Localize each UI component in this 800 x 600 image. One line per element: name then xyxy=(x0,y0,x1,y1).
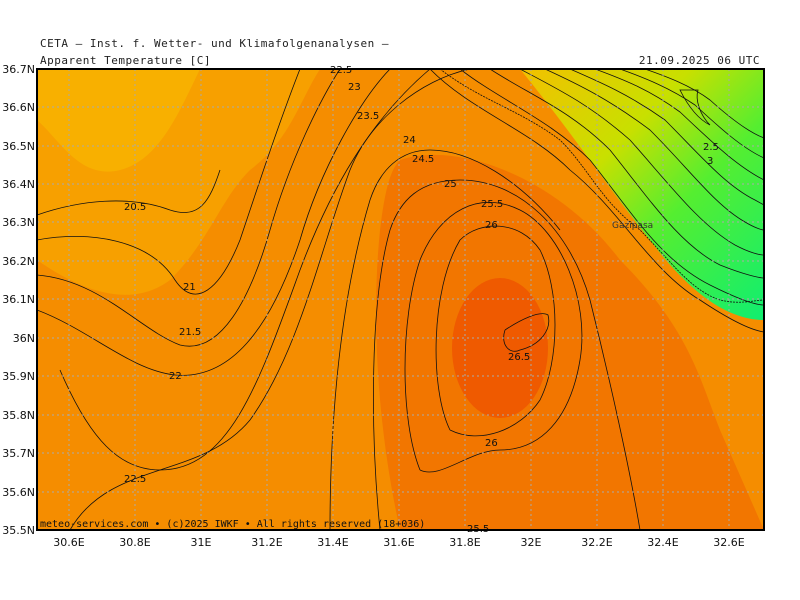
x-tick-label: 30.6E xyxy=(53,536,84,549)
x-tick-label: 32.2E xyxy=(581,536,612,549)
x-tick-label: 31.4E xyxy=(317,536,348,549)
x-tick-label: 31.8E xyxy=(449,536,480,549)
y-tick-label: 35.9N xyxy=(2,370,35,383)
contour-label: 22 xyxy=(169,371,182,382)
place-label-gazipasa: Gazipasa xyxy=(612,221,653,231)
map-frame xyxy=(36,68,765,531)
header-variable: Apparent Temperature [C] xyxy=(40,54,211,67)
y-tick-label: 35.6N xyxy=(2,486,35,499)
contour-label: 23 xyxy=(348,82,361,93)
contour-label: 25.5 xyxy=(481,199,503,210)
grid-lines xyxy=(37,69,764,530)
x-tick-label: 32.6E xyxy=(713,536,744,549)
y-tick-label: 36.3N xyxy=(2,216,35,229)
y-tick-label: 36.6N xyxy=(2,101,35,114)
y-tick-label: 36.2N xyxy=(2,255,35,268)
y-tick-label: 36.4N xyxy=(2,178,35,191)
header-valid-time: 21.09.2025 06 UTC xyxy=(638,54,760,67)
footer-copyright: meteo-services.com • (c)2025 IWKF • All … xyxy=(40,519,425,530)
contour-label: 26 xyxy=(485,220,498,231)
contour-label: 21.5 xyxy=(179,327,201,338)
y-tick-label: 35.7N xyxy=(2,447,35,460)
x-tick-label: 31.6E xyxy=(383,536,414,549)
x-tick-label: 32E xyxy=(521,536,542,549)
y-tick-label: 35.8N xyxy=(2,409,35,422)
x-tick-label: 30.8E xyxy=(119,536,150,549)
contour-label: 25 xyxy=(444,179,457,190)
y-tick-label: 35.5N xyxy=(2,524,35,537)
y-axis: 36.7N 36.6N 36.5N 36.4N 36.3N 36.2N 36.1… xyxy=(2,63,35,537)
x-tick-label: 32.4E xyxy=(647,536,678,549)
contour-label: 26.5 xyxy=(508,352,530,363)
x-tick-label: 31.2E xyxy=(251,536,282,549)
contour-label: 2.5 xyxy=(703,142,719,153)
contour-label: 23.5 xyxy=(357,111,379,122)
header-source: CETA — Inst. f. Wetter- und Klimafolgena… xyxy=(40,37,390,50)
contour-label: 24.5 xyxy=(412,154,434,165)
contour-label: 3 xyxy=(707,156,713,167)
contour-label: 24 xyxy=(403,135,416,146)
contour-lines xyxy=(37,69,764,530)
x-tick-label: 31E xyxy=(191,536,212,549)
y-tick-label: 36.1N xyxy=(2,293,35,306)
contour-label: 22.5 xyxy=(330,65,352,76)
x-axis: 30.6E 30.8E 31E 31.2E 31.4E 31.6E 31.8E … xyxy=(53,536,744,549)
contour-label: 21 xyxy=(183,282,196,293)
y-tick-label: 36N xyxy=(13,332,35,345)
y-tick-label: 36.5N xyxy=(2,140,35,153)
y-tick-label: 36.7N xyxy=(2,63,35,76)
map-fill xyxy=(37,69,764,530)
contour-label: 20.5 xyxy=(124,202,146,213)
contour-label: 22.5 xyxy=(124,474,146,485)
contour-label: 26 xyxy=(485,438,498,449)
